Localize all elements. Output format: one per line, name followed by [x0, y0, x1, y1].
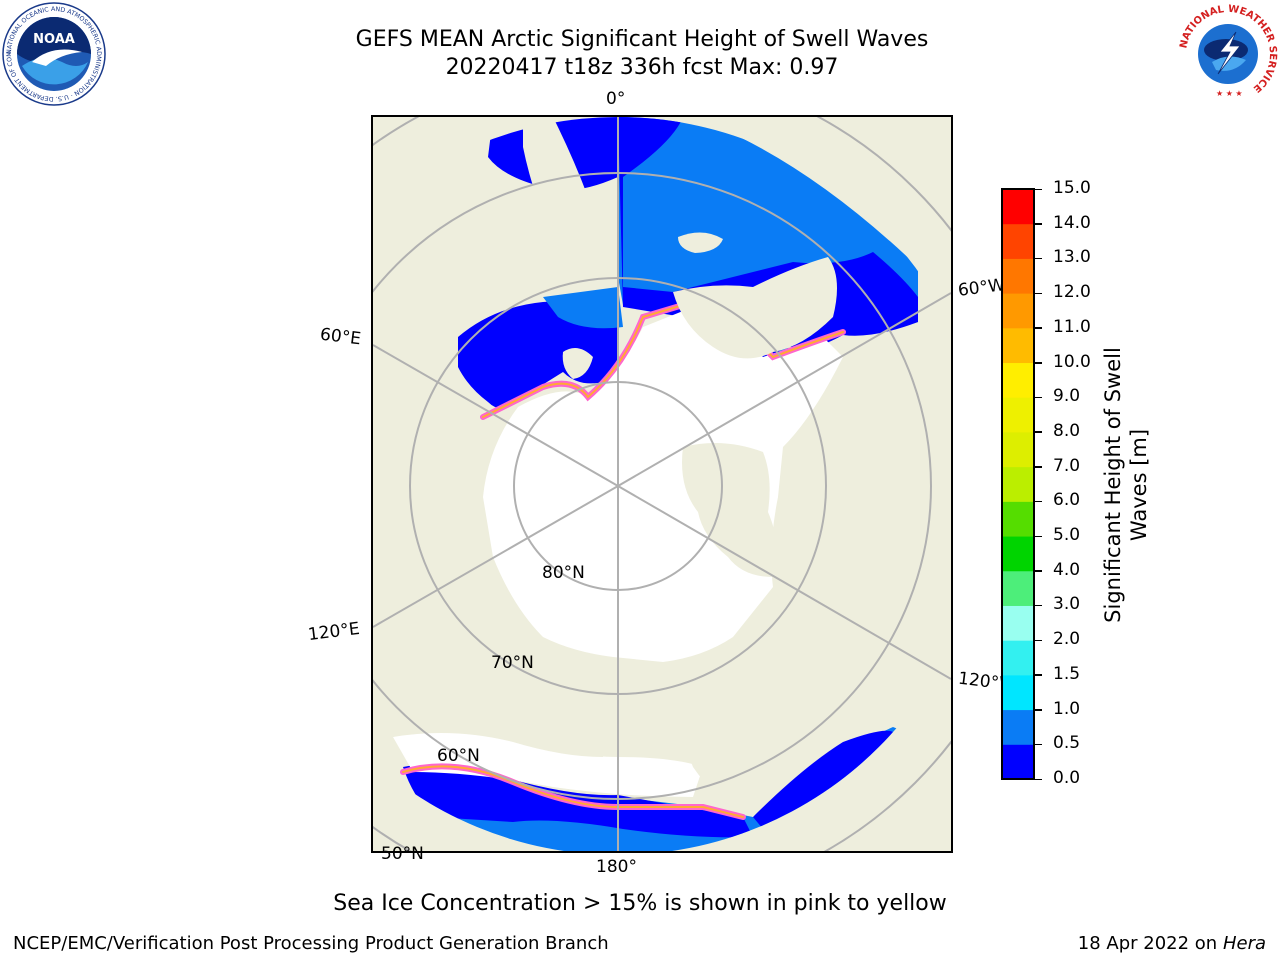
colorbar-tick-mark — [1034, 223, 1042, 225]
colorbar-swatch — [1002, 501, 1034, 537]
generation-date-text: 18 Apr 2022 on — [1077, 933, 1223, 954]
colorbar-tick-label: 10.0 — [1053, 351, 1091, 372]
colorbar-swatch — [1002, 223, 1034, 259]
colorbar-swatch — [1002, 674, 1034, 711]
colorbar-tick-label: 15.0 — [1053, 178, 1091, 198]
ice-edge-pacific-inner — [402, 765, 744, 818]
ocean-gulf-alaska-low — [753, 730, 893, 835]
graticule — [373, 117, 951, 851]
colorbar-swatch — [1002, 189, 1034, 225]
colorbar-swatch — [1002, 536, 1034, 572]
lon-label-60w: 60°W — [956, 275, 1006, 301]
colorbar-tick-label: 3.0 — [1053, 594, 1081, 615]
land-alaska — [685, 607, 918, 817]
colorbar-tick-mark — [1034, 674, 1042, 676]
noaa-logo: NATIONAL OCEANIC AND ATMOSPHERIC ADMINIS… — [2, 2, 106, 106]
lat-label-70n: 70°N — [491, 653, 534, 673]
meridian-60e — [373, 344, 619, 487]
land-greenland — [673, 257, 837, 359]
lat-label-60n: 60°N — [437, 746, 480, 766]
colorbar-swatch — [1002, 431, 1034, 468]
producer-credit: NCEP/EMC/Verification Post Processing Pr… — [13, 933, 609, 954]
noaa-logo-text: NOAA — [33, 32, 75, 47]
colorbar-tick-mark — [1034, 362, 1042, 364]
svg-text:★ ★ ★: ★ ★ ★ — [1216, 89, 1243, 98]
colorbar-tick-mark — [1034, 709, 1042, 711]
nws-logo: NATIONAL WEATHER SERVICE ★ ★ ★ — [1178, 4, 1278, 104]
colorbar-swatch — [1002, 258, 1034, 294]
sea-ice-note: Sea Ice Concentration > 15% is shown in … — [333, 891, 947, 916]
land-chukotka — [373, 673, 606, 757]
colorbar-swatch — [1002, 397, 1034, 433]
colorbar-tick-mark — [1034, 188, 1042, 190]
map-panel — [371, 115, 953, 853]
ice-edge-atlantic-inner — [482, 300, 844, 418]
colorbar-title: Significant Height of Swell Waves [m] — [1101, 347, 1151, 623]
colorbar-tick-mark — [1034, 500, 1042, 503]
colorbar-tick-label: 14.0 — [1053, 212, 1091, 233]
colorbar-tick-mark — [1034, 778, 1042, 780]
land-canadian-archipelago — [682, 443, 777, 577]
lon-label-180: 180° — [596, 857, 637, 877]
colorbar-tick-mark — [1034, 466, 1042, 468]
colorbar — [1001, 188, 1035, 780]
colorbar-tick-mark — [1034, 327, 1042, 329]
colorbar-tick-label: 0.5 — [1053, 733, 1081, 754]
land-iceland — [678, 232, 723, 253]
colorbar-tick-mark — [1034, 431, 1042, 433]
colorbar-tick-label: 1.5 — [1053, 663, 1081, 684]
colorbar-tick-label: 5.0 — [1053, 525, 1081, 546]
colorbar-tick-label: 0.0 — [1053, 768, 1081, 788]
meridian-60w — [617, 292, 951, 487]
colorbar-tick-mark — [1034, 257, 1042, 260]
lat-label-50n: 50°N — [381, 844, 424, 864]
colorbar-tick-label: 8.0 — [1053, 420, 1081, 441]
ocean-norwegian-mid — [543, 287, 623, 329]
lon-label-0: 0° — [606, 89, 626, 109]
land-scandinavia — [523, 117, 588, 237]
colorbar-tick-label: 6.0 — [1053, 490, 1081, 511]
map-subtitle: 20220417 t18z 336h fcst Max: 0.97 — [445, 55, 839, 80]
colorbar-tick-label: 7.0 — [1053, 455, 1081, 476]
colorbar-tick-mark — [1034, 396, 1042, 399]
colorbar-tick-label: 13.0 — [1053, 247, 1091, 268]
colorbar-swatch — [1002, 466, 1034, 502]
sea-ice-bering — [393, 727, 703, 797]
colorbar-tick-label: 1.0 — [1053, 698, 1081, 719]
colorbar-swatch — [1002, 293, 1034, 329]
colorbar-tick-mark — [1034, 743, 1042, 746]
colorbar-swatch — [1002, 640, 1034, 676]
meridian-120e — [373, 485, 619, 628]
map-title: GEFS MEAN Arctic Significant Height of S… — [355, 27, 929, 52]
colorbar-swatch — [1002, 570, 1034, 606]
host-name: Hera — [1222, 933, 1266, 954]
lat-label-80n: 80°N — [542, 563, 585, 583]
colorbar-tick-mark — [1034, 570, 1042, 572]
colorbar-tick-mark — [1034, 639, 1042, 642]
colorbar-swatch — [1002, 744, 1034, 780]
colorbar-tick-mark — [1034, 292, 1042, 295]
lon-label-120e: 120°E — [306, 618, 361, 646]
arctic-map — [373, 117, 951, 851]
colorbar-tick-label: 2.0 — [1053, 629, 1081, 650]
colorbar-tick-label: 12.0 — [1053, 282, 1091, 303]
colorbar-swatch — [1002, 362, 1034, 398]
colorbar-tick-mark — [1034, 535, 1042, 538]
colorbar-tick-label: 4.0 — [1053, 559, 1081, 580]
generation-date: 18 Apr 2022 on Hera — [1078, 933, 1266, 954]
colorbar-tick-label: 11.0 — [1053, 316, 1091, 337]
colorbar-swatch — [1002, 605, 1034, 641]
land-svalbard — [562, 348, 593, 379]
lon-label-60e: 60°E — [318, 324, 362, 350]
colorbar-swatch — [1002, 709, 1034, 745]
colorbar-tick-label: 9.0 — [1053, 386, 1081, 407]
colorbar-tick-mark — [1034, 604, 1042, 607]
meridian-120w — [617, 485, 951, 680]
colorbar-swatch — [1002, 327, 1034, 364]
